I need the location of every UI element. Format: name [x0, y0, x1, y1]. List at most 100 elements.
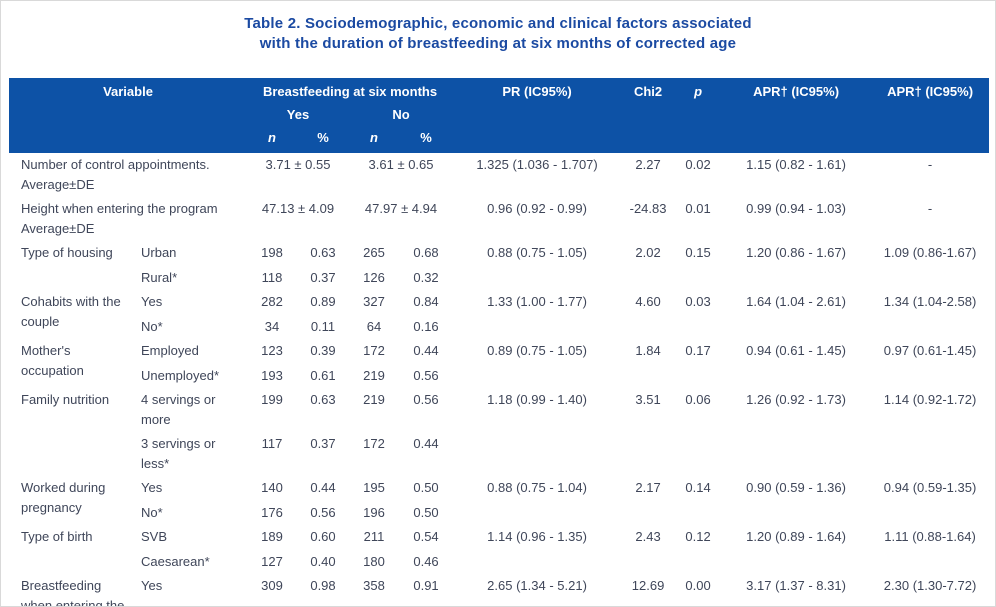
value-cell: 1.14 (0.92-1.72) [883, 392, 977, 408]
table-row: Unemployed* 193 0.61 219 0.56 [9, 363, 989, 388]
value-cell: 172 [363, 436, 385, 452]
value-cell: 1.11 (0.88-1.64) [884, 529, 976, 545]
value-cell: 12.69 [631, 578, 665, 594]
value-cell: 140 [261, 480, 283, 496]
value-cell: 0.32 [413, 269, 439, 285]
value-cell: 2.30 (1.30-7.72) [883, 578, 977, 594]
value-cell: 2.17 [635, 480, 661, 496]
value-cell: - [927, 157, 933, 173]
header-breastfeeding-group: Breastfeeding at six months [247, 78, 454, 104]
value-cell: 193 [261, 367, 283, 383]
value-cell: 1.64 (1.04 - 2.61) [746, 294, 846, 310]
value-cell: 3.17 (1.37 - 8.31) [746, 578, 846, 594]
value-cell: 0.02 [685, 157, 711, 173]
value-cell: 118 [261, 269, 283, 285]
value-cell: 0.99 (0.94 - 1.03) [746, 201, 846, 217]
value-cell: 309 [261, 578, 283, 594]
value-cell: 4.60 [635, 294, 661, 310]
table-header: Variable Breastfeeding at six months PR … [9, 78, 990, 153]
category-cell: Rural* [141, 269, 178, 285]
value-cell: 1.20 (0.86 - 1.67) [746, 245, 846, 261]
value-cell: 1.26 (0.92 - 1.73) [746, 392, 846, 408]
header-no-pct: % [399, 126, 454, 153]
value-cell: - [927, 201, 933, 217]
value-cell: 117 [261, 436, 283, 452]
variable-cell: Cohabits with the couple [21, 294, 121, 329]
value-cell: 1.15 (0.82 - 1.61) [746, 157, 846, 173]
value-cell: 1.325 (1.036 - 1.707) [476, 157, 598, 173]
value-cell: 123 [261, 343, 283, 359]
table-row: Rural* 118 0.37 126 0.32 [9, 265, 989, 290]
value-cell: 64 [366, 318, 382, 334]
header-pr: PR (IC95%) [453, 78, 622, 153]
value-cell: 0.37 [310, 436, 336, 452]
category-cell: SVB [141, 529, 168, 545]
value-cell: 180 [363, 553, 385, 569]
value-cell: 47.13 ± 4.09 [261, 201, 335, 217]
value-cell: 0.39 [310, 343, 336, 359]
table-row: Height when entering the program Average… [9, 197, 989, 241]
table-row: Type of birth SVB 189 0.60 211 0.54 1.14 (0.96… [9, 525, 989, 550]
value-cell: 196 [363, 504, 385, 520]
value-cell: 0.89 (0.75 - 1.05) [487, 343, 587, 359]
table-row: Cohabits with the couple Yes 282 0.89 327 0.8… [9, 290, 989, 329]
value-cell: 0.63 [310, 392, 336, 408]
value-cell: 0.15 [685, 245, 711, 261]
value-cell: 0.40 [310, 553, 336, 569]
header-row-1: Variable Breastfeeding at six months PR … [9, 78, 990, 153]
value-cell: 219 [363, 392, 385, 408]
value-cell: 0.63 [310, 245, 336, 261]
value-cell: 0.88 (0.75 - 1.04) [487, 480, 587, 496]
value-cell: 0.03 [685, 294, 711, 310]
value-cell: 2.43 [635, 529, 661, 545]
table-title-line2: with the duration of breastfeeding at si… [259, 34, 737, 52]
table-row: Type of housing Urban 198 0.63 265 0.68 0.88 (… [9, 241, 989, 266]
value-cell: 3.71 ± 0.55 [265, 157, 331, 173]
table-title: Table 2. Sociodemographic, economic and … [1, 14, 995, 53]
value-cell: 0.12 [685, 529, 711, 545]
variable-cell: Type of housing [21, 245, 113, 261]
category-cell: No* [141, 504, 163, 520]
value-cell: 0.16 [413, 318, 439, 334]
category-cell: No* [141, 318, 163, 334]
value-cell: 0.60 [310, 529, 336, 545]
value-cell: 0.37 [310, 269, 336, 285]
value-cell: 2.27 [635, 157, 661, 173]
value-cell: 189 [261, 529, 283, 545]
table-body: Number of control appointments. Average±… [9, 153, 989, 606]
header-chi2: Chi2 [621, 78, 676, 153]
value-cell: 0.84 [413, 294, 439, 310]
value-cell: 0.98 [310, 578, 336, 594]
table-row: Breastfeeding when entering the program Y… [9, 574, 989, 606]
value-cell: 282 [261, 294, 283, 310]
value-cell: 0.96 (0.92 - 0.99) [487, 201, 587, 217]
value-cell: 358 [363, 578, 385, 594]
header-yes: Yes [247, 103, 349, 127]
value-cell: 0.94 (0.59-1.35) [883, 480, 977, 496]
value-cell: 211 [363, 529, 385, 545]
category-cell: Unemployed* [141, 367, 220, 383]
header-apr1: APR† (IC95%) [721, 78, 872, 153]
value-cell: 1.18 (0.99 - 1.40) [487, 392, 587, 408]
value-cell: 127 [261, 553, 283, 569]
variable-cell: Height when entering the program Average… [21, 201, 218, 236]
table-row: No* 34 0.11 64 0.16 [9, 314, 989, 339]
value-cell: 199 [261, 392, 283, 408]
category-cell: Urban [141, 245, 177, 261]
value-cell: 0.56 [310, 504, 336, 520]
value-cell: 1.09 (0.86-1.67) [883, 245, 977, 261]
value-cell: 0.61 [310, 367, 336, 383]
variable-cell: Family nutrition [21, 392, 110, 408]
value-cell: 0.14 [685, 480, 711, 496]
category-cell: Caesarean* [141, 553, 210, 569]
variable-cell: Type of birth [21, 529, 93, 545]
value-cell: 1.14 (0.96 - 1.35) [487, 529, 587, 545]
category-cell: Yes [141, 294, 163, 310]
header-p: p [675, 78, 722, 153]
value-cell: 195 [363, 480, 385, 496]
value-cell: 1.20 (0.89 - 1.64) [746, 529, 846, 545]
header-row-2: Yes No [9, 103, 989, 127]
table-row: Number of control appointments. Average±… [9, 153, 989, 197]
header-row-3: n % n % [9, 126, 989, 153]
